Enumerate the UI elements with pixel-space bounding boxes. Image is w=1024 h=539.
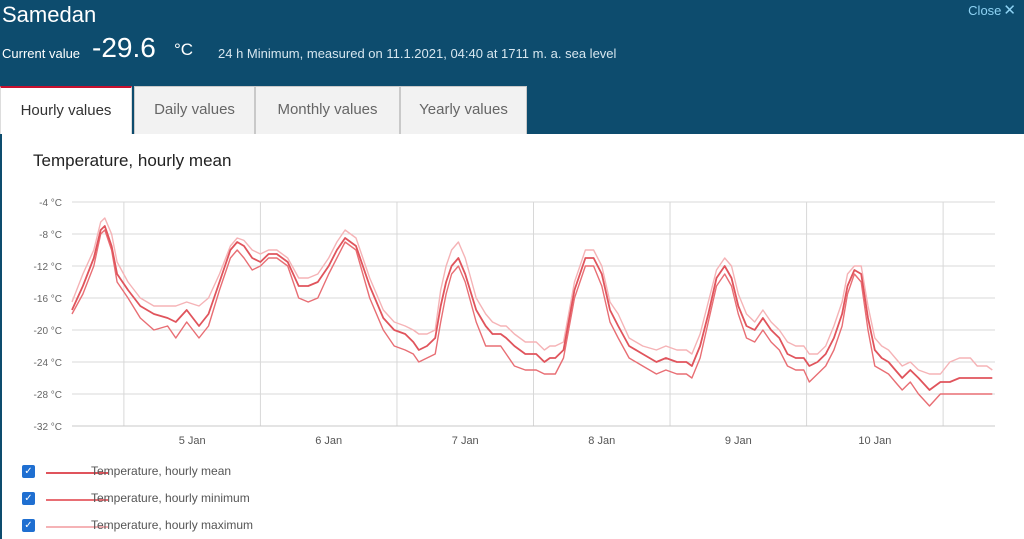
temperature-chart: -4 °C -8 °C -12 °C -16 °C -20 °C -24 °C -28 °C… — [34, 198, 995, 447]
x-tick-label: 10 Jan — [858, 435, 891, 447]
tab-daily-values[interactable]: Daily values — [134, 86, 255, 134]
legend-swatch-mean — [46, 472, 108, 474]
series-line-minimum — [71, 229, 993, 407]
y-tick-label: -20 °C — [34, 326, 62, 337]
checkbox-mean[interactable]: ✓ — [22, 465, 35, 478]
x-tick-label: 5 Jan — [179, 435, 206, 447]
series-line-mean — [71, 225, 993, 391]
series-line-maximum — [71, 217, 993, 375]
y-tick-label: -8 °C — [39, 230, 62, 241]
current-value-unit: °C — [174, 40, 194, 59]
legend-item-mean[interactable]: ✓ Temperature, hourly mean — [22, 462, 322, 482]
close-label: Close — [968, 3, 1002, 18]
y-tick-label: -24 °C — [34, 358, 62, 369]
checkbox-maximum[interactable]: ✓ — [22, 519, 35, 532]
current-value-label: Current value — [2, 46, 81, 61]
y-tick-label: -32 °C — [34, 422, 62, 433]
x-tick-label: 7 Jan — [452, 435, 479, 447]
y-tick-label: -4 °C — [39, 198, 62, 209]
legend-swatch-maximum — [46, 526, 108, 528]
x-tick-label: 8 Jan — [588, 435, 615, 447]
panel-border — [0, 134, 2, 539]
station-header: Samedan Close ✕ Current value -29.6 °C 24… — [0, 0, 1024, 134]
legend-swatch-minimum — [46, 499, 108, 501]
legend-item-maximum[interactable]: ✓ Temperature, hourly maximum — [22, 516, 322, 536]
y-tick-label: -16 °C — [34, 294, 62, 305]
chart-title: Temperature, hourly mean — [33, 151, 232, 170]
measurement-note: 24 h Minimum, measured on 11.1.2021, 04:… — [218, 46, 617, 61]
legend-item-minimum[interactable]: ✓ Temperature, hourly minimum — [22, 489, 322, 509]
tab-bar: Hourly values Daily values Monthly value… — [0, 86, 530, 134]
current-value: -29.6 — [92, 32, 156, 63]
close-button[interactable]: Close ✕ — [968, 2, 1016, 20]
y-tick-label: -28 °C — [34, 390, 62, 401]
station-name: Samedan — [2, 2, 97, 27]
tab-yearly-values[interactable]: Yearly values — [400, 86, 527, 134]
y-tick-label: -12 °C — [34, 262, 62, 273]
checkbox-minimum[interactable]: ✓ — [22, 492, 35, 505]
tab-monthly-values[interactable]: Monthly values — [255, 86, 400, 134]
x-tick-label: 9 Jan — [725, 435, 752, 447]
legend-label-maximum: Temperature, hourly maximum — [91, 518, 254, 532]
tab-hourly-values[interactable]: Hourly values — [0, 86, 132, 134]
x-tick-label: 6 Jan — [315, 435, 342, 447]
legend-label-minimum: Temperature, hourly minimum — [91, 491, 250, 505]
close-icon: ✕ — [1003, 2, 1016, 19]
legend-label-mean: Temperature, hourly mean — [91, 464, 232, 478]
